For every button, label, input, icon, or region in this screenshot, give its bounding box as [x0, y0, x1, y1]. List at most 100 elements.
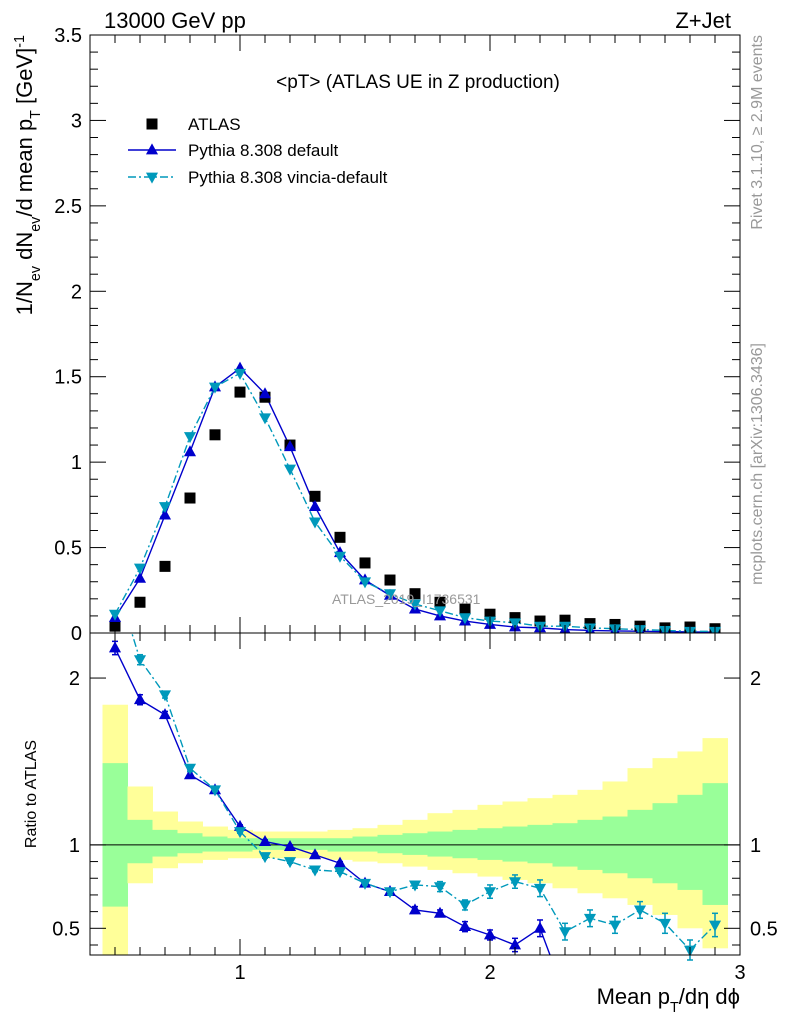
main-ytick-label: 1	[71, 452, 82, 474]
chart-title: <pT> (ATLAS UE in Z production)	[276, 72, 560, 93]
ratio-band-green-23	[677, 794, 703, 890]
main-point-s2-5	[233, 368, 247, 380]
main-point-s0-4	[209, 429, 221, 441]
ratio-point-s1-1	[133, 655, 147, 667]
main-ytick-label: 2	[71, 281, 82, 303]
main-point-s2-9	[333, 551, 347, 563]
main-point-s0-12	[409, 588, 421, 600]
ratio-ytick-label-left: 0.5	[52, 918, 80, 940]
ratio-band-green-0	[102, 763, 128, 907]
main-point-s0-15	[484, 608, 496, 620]
ratio-band-green-17	[527, 824, 553, 864]
main-point-s1-6	[258, 387, 272, 399]
header-right-label: Z+Jet	[675, 8, 731, 33]
ratio-ytick-label-left: 1	[69, 835, 80, 857]
main-point-s2-6	[258, 413, 272, 425]
main-point-s0-2	[159, 560, 171, 572]
legend-marker-1	[145, 143, 159, 155]
ratio-ytick-label-right: 2	[750, 668, 761, 690]
ratio-point-s1-22	[658, 918, 672, 930]
main-series-markers	[108, 361, 722, 633]
ratio-band-green-1	[127, 819, 153, 864]
main-point-s2-11	[383, 589, 397, 601]
main-point-s0-1	[134, 596, 146, 608]
ratio-point-s1-10	[358, 878, 372, 890]
main-point-s0-11	[384, 574, 396, 586]
ratio-point-s1-7	[283, 857, 297, 869]
legend-marker-0	[146, 118, 158, 130]
ratio-xtick-label: 2	[484, 962, 495, 984]
ratio-point-s0-17	[533, 921, 547, 933]
ratio-point-s1-17	[533, 883, 547, 895]
main-point-s0-18	[559, 614, 571, 626]
ratio-point-s0-1	[133, 693, 147, 705]
ratio-point-s0-8	[308, 848, 322, 860]
ratio-point-s0-0	[108, 641, 122, 653]
ratio-band-green-3	[177, 833, 203, 854]
ratio-xtick-label: 1	[234, 962, 245, 984]
ratio-band-green-15	[477, 828, 503, 860]
ratio-band-green-2	[152, 829, 178, 857]
ratio-band-green-11	[377, 834, 403, 854]
main-point-s2-3	[183, 432, 197, 444]
ratio-band-green-8	[302, 838, 328, 850]
main-point-s2-8	[308, 517, 322, 529]
main-point-s1-8	[308, 499, 322, 511]
main-point-s2-10	[358, 577, 372, 589]
main-point-s1-3	[183, 445, 197, 457]
ratio-uncertainty-bands	[102, 704, 728, 955]
ratio-band-green-22	[652, 803, 678, 884]
main-point-s0-10	[359, 557, 371, 569]
main-point-s0-8	[309, 490, 321, 502]
ratio-point-s1-14	[458, 900, 472, 912]
main-point-s1-1	[133, 571, 147, 583]
main-point-s2-7	[283, 464, 297, 476]
ratio-xtick-label: 3	[734, 962, 745, 984]
main-panel: 0 0.5 1 1.5 2 2.5 3 3.5	[54, 25, 741, 645]
main-point-s1-7	[283, 440, 297, 452]
x-axis-label: Mean pT/dη dϕ	[597, 984, 740, 1016]
main-point-s2-4	[208, 382, 222, 394]
ratio-point-s1-18	[558, 927, 572, 939]
ratio-axis-ticks: 0.5 0.5 1 1 2 2 1 2 3	[52, 633, 778, 984]
main-ytick-label: 0	[71, 623, 82, 645]
ratio-point-s1-6	[258, 852, 272, 864]
main-point-s0-16	[509, 612, 521, 624]
ratio-band-green-16	[502, 826, 528, 862]
legend-marker-2	[145, 172, 159, 184]
main-ytick-label: 3.5	[54, 25, 82, 47]
main-point-s2-12	[408, 599, 422, 611]
ratio-point-s1-21	[633, 905, 647, 917]
ratio-band-green-10	[352, 836, 378, 852]
ratio-point-s0-12	[408, 903, 422, 915]
ratio-point-s1-2	[158, 690, 172, 702]
ratio-point-s1-16	[508, 877, 522, 889]
ratio-point-s1-8	[308, 865, 322, 877]
ratio-y-axis-label: Ratio to ATLAS	[23, 740, 40, 848]
main-point-s2-1	[133, 563, 147, 575]
ratio-point-s1-13	[433, 882, 447, 894]
ratio-point-s1-24	[708, 920, 722, 932]
main-point-s0-17	[534, 615, 546, 627]
main-point-s0-14	[459, 603, 471, 615]
ratio-panel: 0.5 0.5 1 1 2 2 1 2 3	[52, 632, 778, 984]
mcplots-side-label: mcplots.cern.ch [arXiv:1306.3436]	[749, 343, 766, 585]
ratio-band-green-13	[427, 831, 453, 857]
ratio-band-green-12	[402, 833, 428, 855]
main-axis-ticks: 0 0.5 1 1.5 2 2.5 3 3.5	[54, 25, 741, 645]
main-ytick-label: 2.5	[54, 196, 82, 218]
ratio-point-s1-20	[608, 920, 622, 932]
main-point-s2-0	[108, 609, 122, 621]
main-point-s2-13	[433, 606, 447, 618]
legend: ATLAS Pythia 8.308 default Pythia 8.308 vi…	[128, 115, 388, 187]
ratio-point-s0-15	[483, 928, 497, 940]
ratio-point-s1-19	[583, 913, 597, 925]
ratio-band-green-24	[702, 783, 728, 905]
ratio-point-s1-11	[383, 887, 397, 899]
main-point-s2-2	[158, 502, 172, 514]
ratio-ytick-label-right: 0.5	[750, 918, 778, 940]
rivet-side-label: Rivet 3.1.10, ≥ 2.9M events	[749, 35, 766, 230]
ratio-point-s0-2	[158, 708, 172, 720]
main-y-axis-label: 1/Nev dNev/d mean pT [GeV]-1	[12, 35, 44, 315]
